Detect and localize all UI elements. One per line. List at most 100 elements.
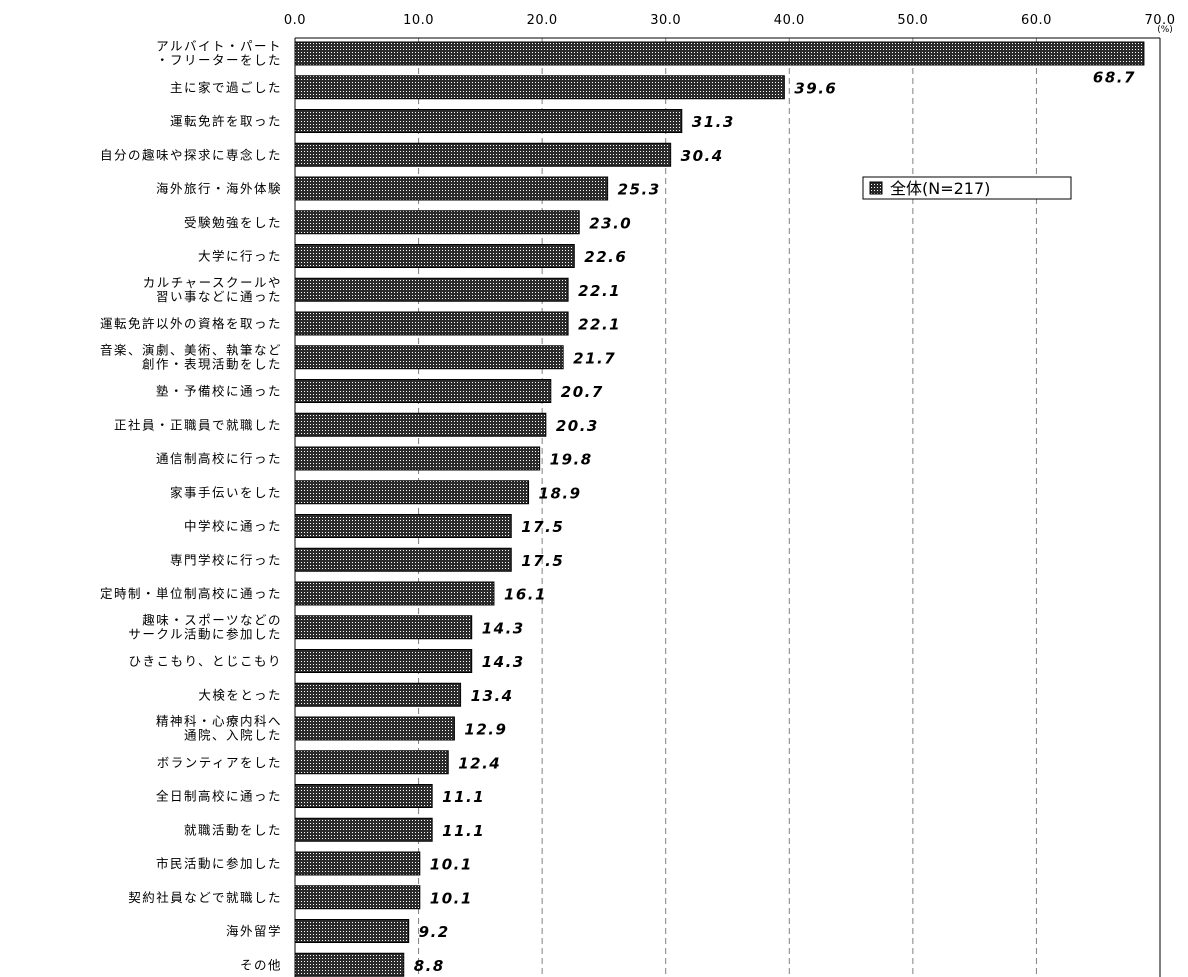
value-label: 18.9: [539, 484, 582, 502]
value-label: 11.1: [442, 822, 485, 840]
category-label-line: カルチャースクールや: [143, 275, 282, 290]
bar: [294, 142, 672, 167]
bar: [294, 480, 530, 505]
category-label: 契約社員などで就職した: [128, 890, 282, 905]
bar: [294, 952, 405, 977]
bar: [294, 412, 547, 437]
category-label: アルバイト・パート・フリーターをした: [156, 39, 282, 68]
value-label: 11.1: [442, 788, 485, 806]
x-tick-label: 20.0: [527, 13, 558, 28]
category-label: 主に家で過ごした: [170, 80, 282, 95]
category-label: 大検をとった: [198, 687, 282, 702]
value-label: 25.3: [618, 181, 661, 199]
value-label: 10.1: [430, 856, 473, 874]
value-labels: 68.7 39.6 31.3 30.4 25.3 23.0 22.6 22.1 22.1 21.7…: [414, 69, 1136, 975]
category-label: 定時制・単位制高校に通った: [100, 586, 282, 601]
legend-box: [862, 176, 1072, 200]
category-label: 中学校に通った: [184, 519, 282, 534]
category-label: カルチャースクールや習い事などに通った: [143, 275, 282, 304]
category-label-line: ・フリーターをした: [156, 53, 282, 68]
bar: [294, 311, 569, 336]
value-label: 14.3: [482, 619, 525, 637]
category-label: 塾・予備校に通った: [156, 384, 282, 399]
category-label-line: 通院、入院した: [184, 728, 282, 743]
x-tick-label: 10.0: [403, 13, 434, 28]
x-axis-unit: (%): [1157, 25, 1173, 35]
category-label: 海外旅行・海外体験: [156, 181, 282, 196]
value-label: 8.8: [414, 957, 445, 975]
x-tick-label: 50.0: [897, 13, 928, 28]
x-tick-label: 70.0: [1145, 13, 1176, 28]
category-label: 全日制高校に通った: [156, 789, 282, 804]
value-label: 10.1: [430, 889, 473, 907]
category-label-line: 音楽、演劇、美術、執筆など: [100, 342, 282, 357]
legend: 全体(N=217): [862, 176, 1072, 200]
value-label: 17.5: [521, 552, 564, 570]
category-label-line: アルバイト・パート: [156, 39, 282, 54]
value-label: 21.7: [573, 349, 616, 367]
bar: [294, 885, 421, 910]
x-tick-label: 40.0: [774, 13, 805, 28]
bar: [294, 41, 1145, 66]
x-tick-label: 0.0: [284, 13, 306, 28]
category-label-line: 精神科・心療内科へ: [156, 714, 282, 729]
category-labels: アルバイト・パート・フリーターをした主に家で過ごした運転免許を取った自分の趣味や…: [100, 39, 282, 973]
bar: [294, 514, 512, 538]
bar: [294, 919, 410, 943]
value-label: 16.1: [504, 586, 547, 604]
value-label: 20.7: [561, 383, 604, 401]
category-label: 正社員・正職員で就職した: [114, 417, 282, 432]
value-label: 39.6: [794, 79, 837, 97]
category-label: 通信制高校に行った: [156, 451, 282, 466]
bar: [294, 109, 683, 133]
category-label: 海外留学: [226, 924, 282, 939]
bar: [294, 682, 462, 707]
x-axis-ticks: 0.0 10.0 20.0 30.0 40.0 50.0 60.0 70.0: [284, 13, 1176, 28]
x-tick-label: 30.0: [650, 13, 681, 28]
category-label-line: サークル活動に参加した: [128, 626, 282, 641]
category-label: 受験勉強をした: [184, 215, 282, 230]
legend-swatch: [869, 181, 883, 195]
category-label: 専門学校に行った: [170, 552, 282, 567]
category-label: ひきこもり、とじこもり: [128, 654, 282, 669]
value-label: 9.2: [419, 923, 450, 941]
value-label: 68.7: [1093, 69, 1136, 87]
value-label: 22.6: [584, 248, 627, 266]
bar: [294, 615, 473, 640]
value-label: 20.3: [556, 417, 599, 435]
category-label-line: 習い事などに通った: [156, 289, 282, 304]
value-label: 23.0: [589, 214, 632, 232]
value-label: 13.4: [471, 687, 514, 705]
bar: [294, 244, 575, 268]
bar: [294, 784, 433, 808]
bar: [294, 277, 569, 302]
category-label: 大学に行った: [198, 249, 282, 264]
bar: [294, 379, 552, 403]
bar: [294, 716, 455, 741]
value-label: 19.8: [550, 451, 593, 469]
value-label: 22.1: [578, 282, 621, 300]
x-tick-label: 60.0: [1021, 13, 1052, 28]
bars: [294, 41, 1145, 977]
legend-label: 全体(N=217): [890, 179, 990, 198]
category-label: 運転免許以外の資格を取った: [100, 316, 282, 331]
category-label: その他: [240, 957, 282, 972]
bar: [294, 649, 473, 673]
value-label: 31.3: [692, 113, 735, 131]
category-label: 家事手伝いをした: [170, 485, 282, 500]
bar: [294, 851, 421, 876]
value-label: 14.3: [482, 653, 525, 671]
value-label: 12.4: [458, 754, 501, 772]
category-label: 就職活動をした: [184, 822, 282, 837]
category-label: 市民活動に参加した: [156, 856, 282, 871]
category-label-line: 趣味・スポーツなどの: [142, 612, 282, 627]
value-label: 30.4: [681, 147, 724, 165]
category-label: 音楽、演劇、美術、執筆など創作・表現活動をした: [100, 342, 282, 371]
bar: [294, 817, 433, 842]
category-label: 趣味・スポーツなどのサークル活動に参加した: [128, 612, 282, 641]
bar: [294, 345, 564, 370]
bar: [294, 581, 495, 606]
bar: [294, 750, 449, 775]
axes: [294, 37, 1161, 977]
